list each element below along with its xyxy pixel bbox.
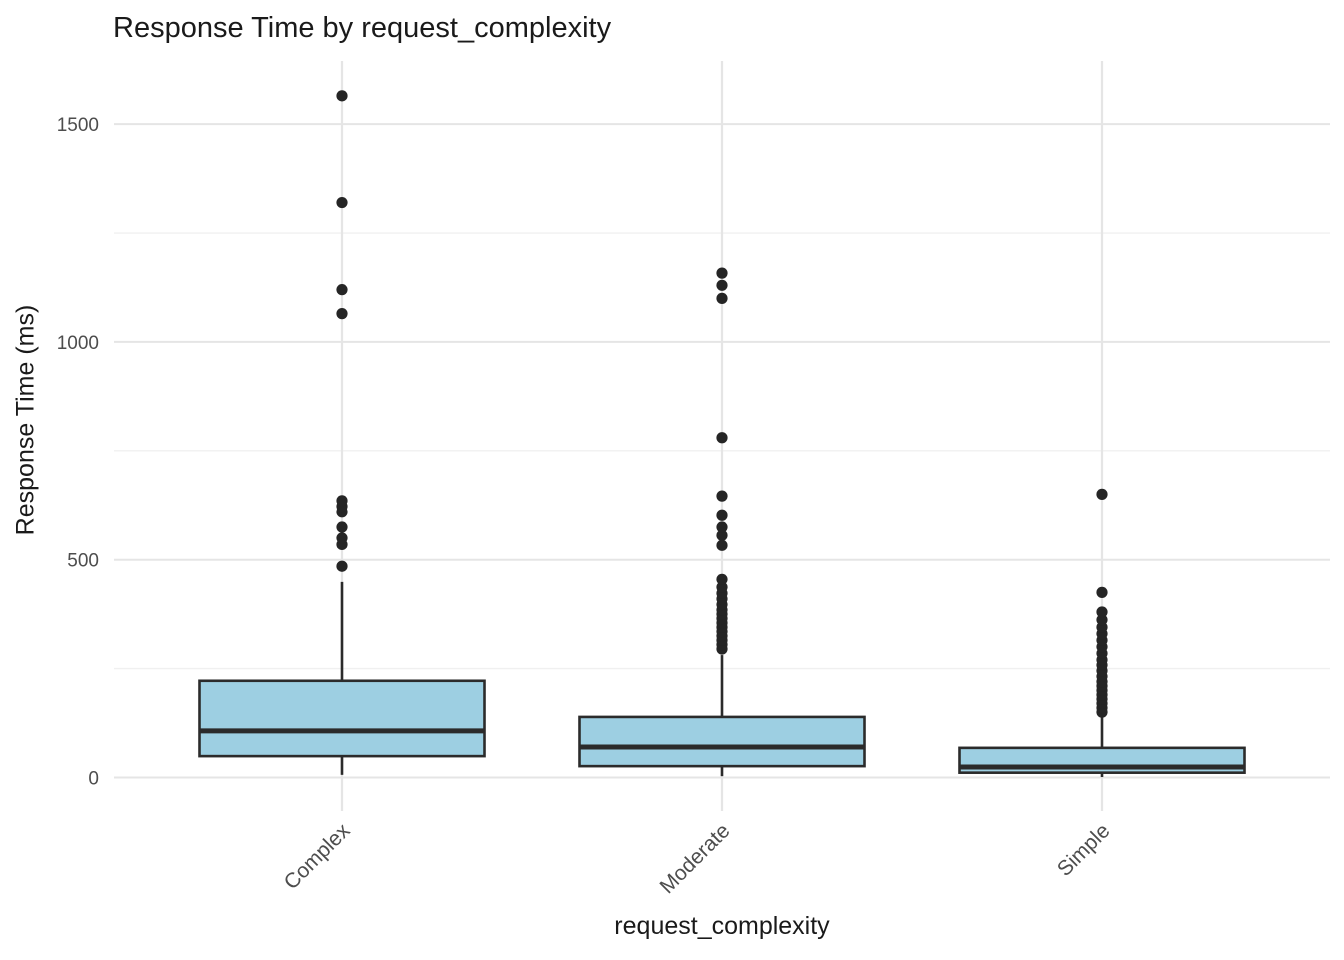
outlier-point	[336, 284, 348, 296]
x-tick-label: Complex	[280, 819, 355, 894]
y-tick-label: 1500	[57, 115, 99, 136]
outlier-point	[1096, 606, 1108, 618]
outlier-point	[336, 532, 348, 544]
y-tick-label: 1000	[57, 333, 99, 354]
outlier-point	[1096, 488, 1108, 500]
x-tick-label: Simple	[1053, 819, 1115, 881]
outlier-point	[716, 279, 728, 291]
x-tick-label: Moderate	[656, 819, 735, 898]
box-moderate	[578, 715, 866, 768]
x-axis-title: request_complexity	[614, 912, 830, 940]
outlier-point	[716, 521, 728, 533]
chart-title: Response Time by request_complexity	[113, 12, 612, 44]
outlier-point	[336, 308, 348, 320]
outlier-point	[336, 90, 348, 102]
y-tick-label: 0	[88, 768, 99, 789]
outlier-point	[1096, 614, 1108, 626]
box-complex	[198, 679, 486, 758]
outlier-point	[716, 573, 728, 585]
outlier-point	[716, 509, 728, 521]
outlier-point	[1096, 586, 1108, 598]
outlier-point	[336, 560, 348, 572]
outlier-point	[716, 529, 728, 541]
outlier-point	[336, 521, 348, 533]
y-tick-label: 500	[67, 551, 99, 572]
y-axis-title: Response Time (ms)	[11, 304, 40, 536]
outlier-point	[716, 581, 728, 593]
outlier-point	[336, 495, 348, 507]
outlier-point	[716, 490, 728, 502]
outlier-point	[716, 267, 728, 279]
outlier-point	[336, 196, 348, 209]
outlier-point	[716, 292, 728, 304]
outlier-point	[716, 539, 728, 551]
outlier-point	[716, 432, 728, 444]
